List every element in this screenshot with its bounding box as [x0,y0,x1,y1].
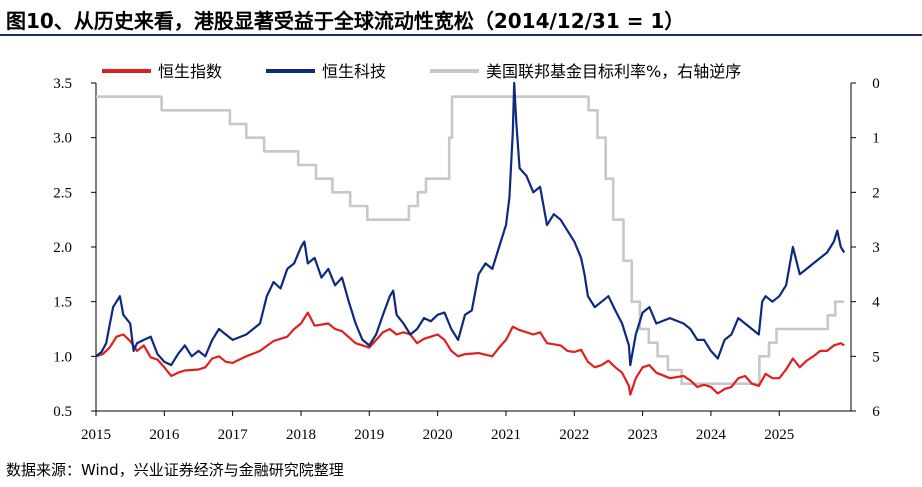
left-tick-label: 2.0 [53,240,72,256]
x-tick-label: 2020 [423,427,453,443]
legend-label-hsi: 恒生指数 [158,62,222,81]
x-tick-label: 2018 [286,427,316,443]
x-tick-label: 2024 [696,427,727,443]
left-tick-label: 3.5 [53,76,72,92]
legend-label-fedrate: 美国联邦基金目标利率%，右轴逆序 [486,62,741,81]
source-note: 数据来源：Wind，兴业证券经济与金融研究院整理 [6,461,344,479]
x-tick-label: 2023 [628,427,658,443]
left-tick-label: 1.0 [53,349,72,365]
page-title: 图10、从历史来看，港股显著受益于全球流动性宽松（2014/12/31 = 1） [6,9,685,33]
legend: 恒生指数 恒生科技 美国联邦基金目标利率%，右轴逆序 [102,62,741,81]
title-bar: 图10、从历史来看，港股显著受益于全球流动性宽松（2014/12/31 = 1） [0,0,922,36]
right-tick-label: 6 [872,404,880,420]
right-tick-label: 2 [872,185,880,201]
series-line-hstech [95,81,846,367]
series-line-fedrate [96,95,845,385]
left-y-ticks: 0.5 1.0 1.5 2.0 2.5 3.0 3.5 [53,76,96,420]
right-tick-label: 5 [872,349,880,365]
left-tick-label: 0.5 [53,404,72,420]
x-tick-label: 2025 [764,427,794,443]
x-tick-label: 2021 [491,427,521,443]
x-ticks: 2015 2016 2017 2018 2019 2020 2021 2022 2023 2024… [81,411,794,443]
right-y-ticks: 0 1 2 3 4 5 6 [851,76,880,420]
right-tick-label: 3 [872,240,880,256]
legend-label-hstech: 恒生科技 [322,62,386,81]
x-tick-label: 2015 [81,427,111,443]
left-tick-label: 1.5 [53,295,72,311]
series-layer [95,81,846,396]
left-tick-label: 3.0 [53,131,72,147]
x-tick-label: 2022 [559,427,589,443]
left-tick-label: 2.5 [53,185,72,201]
right-tick-label: 4 [872,295,880,311]
x-tick-label: 2019 [354,427,384,443]
x-tick-label: 2017 [218,427,249,443]
right-tick-label: 0 [872,76,880,92]
right-tick-label: 1 [872,131,880,147]
x-tick-label: 2016 [149,427,180,443]
series-line-hsi [95,311,845,396]
